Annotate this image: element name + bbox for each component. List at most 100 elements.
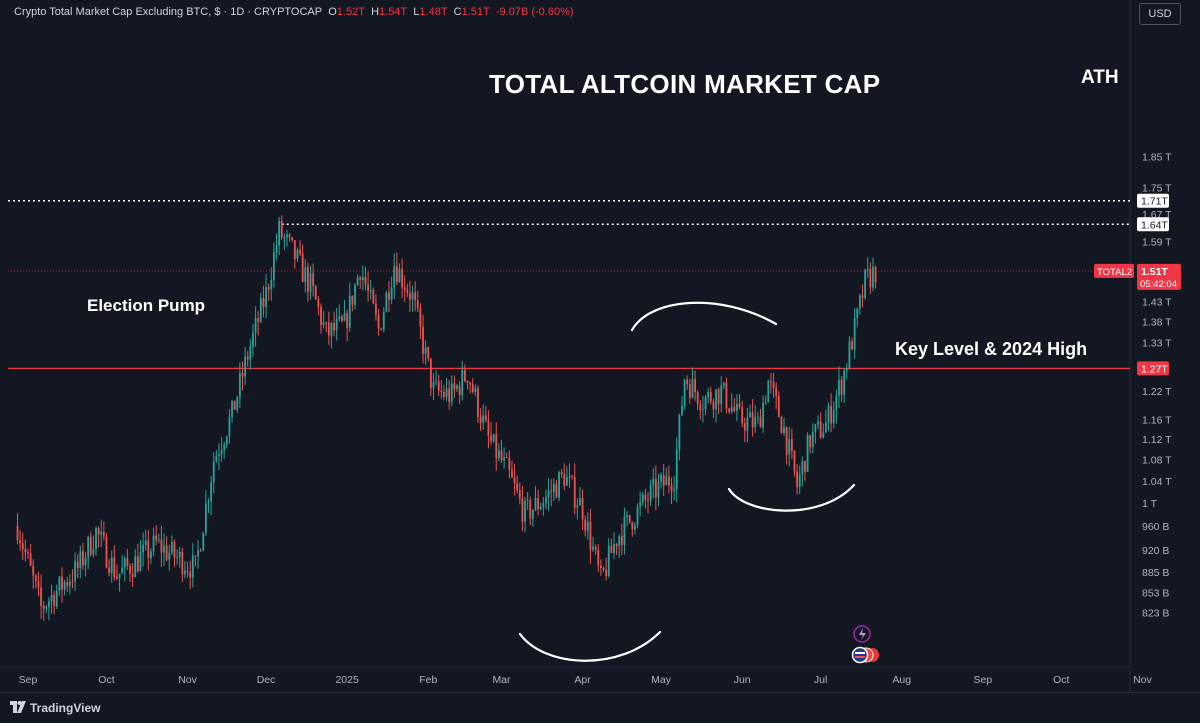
candle-body [288, 234, 291, 238]
candle-body [686, 379, 689, 385]
candle-body [61, 576, 63, 590]
candle-body [492, 434, 495, 442]
candle-body [631, 522, 634, 530]
candle-body [589, 521, 592, 550]
us-flag-icon[interactable] [851, 646, 869, 664]
candle-body [348, 295, 351, 328]
candle-body [694, 378, 696, 393]
candle-body [600, 565, 602, 568]
candle-body [76, 561, 79, 569]
candle-body [503, 457, 506, 461]
candle-body [184, 570, 186, 575]
candle-body [100, 531, 103, 535]
candle-body [858, 295, 861, 309]
candle-body [121, 567, 124, 574]
candle-body [696, 392, 699, 405]
candle-body [785, 427, 788, 455]
candle-body [756, 416, 759, 418]
candle-body [409, 292, 411, 300]
candle-body [252, 332, 254, 347]
candle-body [361, 276, 364, 281]
candle-body [814, 424, 817, 432]
candle-body [762, 402, 764, 428]
candle-body [95, 528, 97, 550]
candle-body [82, 551, 84, 566]
candle-body [168, 552, 171, 560]
candle-body [864, 269, 867, 298]
candle-body [181, 552, 184, 575]
candle-body [359, 277, 362, 281]
price-tick-label: 920 B [1142, 545, 1169, 557]
flag-stripe-icon [855, 656, 865, 658]
candle-body [456, 386, 458, 389]
candle-body [377, 314, 380, 329]
candle-body [605, 569, 608, 576]
candle-body [537, 498, 540, 510]
candle-body [717, 389, 720, 405]
candle-body [772, 382, 775, 388]
candle-body [113, 557, 116, 578]
candle-body [398, 269, 401, 283]
candle-body [194, 555, 197, 557]
time-tick-label: Sep [19, 674, 38, 686]
candle-body [102, 531, 105, 537]
candle-body [853, 318, 856, 350]
candle-body [84, 557, 87, 566]
candle-body [380, 328, 383, 330]
candle-body [607, 545, 610, 576]
candle-body [186, 570, 189, 572]
candle-body [579, 498, 581, 506]
candle-body [518, 490, 521, 499]
symbol-title[interactable]: Crypto Total Market Cap Excluding BTC, $… [14, 6, 323, 18]
candle-body [189, 571, 192, 578]
candle-body [835, 395, 838, 410]
candle-body [382, 311, 385, 330]
candle-body [307, 267, 309, 292]
candle-body [262, 298, 265, 307]
candle-body [479, 416, 482, 423]
price-tick-label: 1.75 T [1142, 183, 1172, 195]
candle-body [704, 397, 707, 410]
candle-body [524, 501, 526, 522]
candle-body [678, 414, 681, 450]
candle-body [280, 220, 283, 238]
candle-body [675, 449, 678, 490]
tradingview-brand[interactable]: TradingView [30, 701, 101, 715]
candle-body [267, 286, 270, 290]
candle-body [259, 298, 262, 322]
candle-body [602, 567, 605, 570]
candle-body [552, 483, 555, 493]
candle-body [547, 490, 550, 498]
candle-body [338, 316, 341, 319]
candle-body [414, 292, 417, 301]
candle-body [37, 581, 40, 588]
candle-body [411, 292, 414, 300]
tradingview-logo-icon [10, 701, 26, 713]
candle-body [58, 576, 61, 591]
candle-body [738, 403, 741, 408]
currency-button[interactable]: USD [1139, 3, 1181, 25]
ath-price-tag: 1.71T [1141, 196, 1168, 208]
candle-body [477, 388, 479, 417]
candle-body [811, 431, 814, 448]
candle-body [764, 402, 767, 404]
candle-body [775, 387, 778, 397]
candle-body [453, 383, 456, 389]
lightning-event-icon[interactable] [853, 625, 871, 643]
candle-body [108, 567, 110, 574]
candle-body [560, 472, 563, 474]
prev-high-price-tag-bg [1137, 217, 1169, 232]
price-tick-label: 1.38 T [1142, 317, 1172, 329]
candle-body [558, 472, 560, 498]
candle-body [218, 454, 220, 457]
candle-body [270, 279, 273, 290]
candle-body [16, 525, 19, 541]
time-tick-label: Jul [814, 674, 827, 686]
candle-body [728, 408, 730, 412]
candle-body [463, 369, 466, 381]
candle-body [628, 514, 631, 523]
candle-body [783, 427, 785, 434]
candle-body [265, 286, 267, 307]
candle-body [424, 347, 427, 354]
